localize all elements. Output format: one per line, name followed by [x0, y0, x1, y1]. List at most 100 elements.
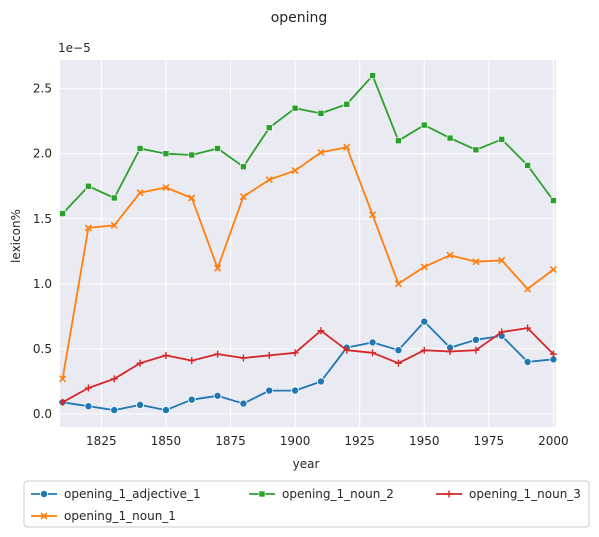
- x-tick-label: 1925: [344, 434, 375, 448]
- legend-marker: [40, 489, 49, 498]
- data-point: [136, 145, 144, 152]
- data-point: [136, 189, 144, 197]
- data-point: [265, 176, 273, 184]
- data-point: [162, 150, 170, 158]
- data-point: [394, 359, 402, 367]
- data-point: [472, 146, 480, 154]
- data-point: [471, 335, 480, 344]
- data-point: [188, 194, 196, 202]
- data-point: [239, 399, 248, 408]
- series-line-opening_1_noun_3: [62, 327, 555, 404]
- data-point: [317, 110, 325, 117]
- series-layer: [58, 72, 558, 415]
- legend: opening_1_adjective_1 opening_1_noun_1 ope…: [23, 480, 590, 528]
- data-point: [524, 285, 532, 293]
- data-point: [214, 350, 222, 358]
- data-point: [291, 104, 299, 112]
- series-line-opening_1_noun_2: [61, 74, 555, 215]
- x-tick-label: 1975: [474, 434, 505, 448]
- legend-box: [23, 480, 590, 528]
- data-point: [265, 386, 274, 395]
- data-point: [446, 348, 454, 356]
- data-point: [317, 148, 325, 156]
- data-point: [420, 263, 428, 271]
- data-point: [188, 151, 196, 159]
- data-point: [291, 349, 299, 357]
- legend-label: opening_1_adjective_1: [64, 487, 201, 501]
- data-point: [369, 349, 377, 357]
- data-point: [343, 346, 351, 354]
- data-point: [291, 386, 300, 395]
- data-point: [110, 194, 118, 202]
- y-tick-label: 1.5: [33, 212, 52, 226]
- data-point: [161, 406, 170, 415]
- series-opening_1_noun_1: [59, 143, 557, 383]
- y-tick-label: 2.0: [33, 147, 52, 161]
- data-point: [59, 210, 66, 217]
- series-opening_1_noun_3: [59, 324, 557, 406]
- x-tick-label: 1900: [280, 434, 311, 448]
- y-axis-ticks: 0.0 0.5 1.0 1.5 2.0 2.5: [33, 82, 52, 421]
- y-axis-label: lexicon%: [9, 209, 23, 263]
- y-axis-multiplier: 1e−5: [58, 41, 91, 55]
- x-tick-label: 1850: [151, 434, 182, 448]
- x-tick-label: 1950: [409, 434, 440, 448]
- series-line-opening_1_noun_1: [61, 146, 554, 379]
- legend-item: opening_1_adjective_1: [31, 487, 201, 501]
- data-point: [472, 258, 480, 266]
- data-point: [239, 354, 247, 362]
- x-tick-label: 1825: [86, 434, 117, 448]
- data-point: [343, 100, 351, 108]
- legend-item: opening_1_noun_3: [436, 487, 581, 501]
- data-point: [523, 357, 532, 366]
- data-point: [214, 264, 222, 272]
- legend-marker: [258, 490, 266, 498]
- data-point: [265, 124, 273, 131]
- data-point: [394, 280, 402, 288]
- y-tick-label: 2.5: [33, 82, 52, 96]
- data-point: [59, 398, 67, 406]
- chart-title: opening: [271, 10, 328, 26]
- data-point: [291, 167, 299, 175]
- data-point: [136, 359, 144, 367]
- data-point: [239, 193, 247, 201]
- data-point: [110, 406, 119, 415]
- data-point: [550, 197, 557, 204]
- x-tick-label: 1875: [215, 434, 246, 448]
- x-tick-label: 2000: [538, 434, 569, 448]
- data-point: [524, 324, 532, 332]
- legend-item: opening_1_noun_2: [249, 487, 394, 501]
- y-tick-label: 0.5: [33, 342, 52, 356]
- data-point: [369, 211, 377, 219]
- data-point: [136, 400, 145, 409]
- data-point: [498, 136, 506, 143]
- series-opening_1_noun_2: [59, 72, 557, 217]
- data-point: [187, 395, 196, 404]
- data-point: [549, 350, 557, 358]
- data-point: [549, 265, 557, 274]
- data-point: [420, 346, 428, 354]
- data-point: [213, 391, 222, 400]
- data-point: [214, 145, 221, 152]
- legend-marker: [40, 512, 48, 520]
- data-point: [162, 183, 170, 192]
- data-point: [498, 256, 506, 264]
- data-point: [420, 121, 428, 129]
- legend-label: opening_1_noun_3: [469, 487, 581, 501]
- data-point: [524, 162, 531, 169]
- data-point: [84, 402, 93, 411]
- plot-area: [60, 60, 556, 427]
- data-point: [265, 351, 273, 359]
- data-point: [84, 224, 92, 232]
- data-point: [84, 384, 92, 392]
- x-axis-label: year: [293, 457, 320, 471]
- legend-item: opening_1_noun_1: [31, 509, 176, 523]
- data-point: [162, 351, 170, 359]
- data-point: [317, 327, 325, 335]
- series-line-opening_1_adjective_1: [62, 320, 554, 412]
- data-point: [369, 72, 376, 79]
- data-point: [343, 143, 351, 151]
- data-point: [188, 357, 196, 365]
- data-point: [498, 328, 506, 336]
